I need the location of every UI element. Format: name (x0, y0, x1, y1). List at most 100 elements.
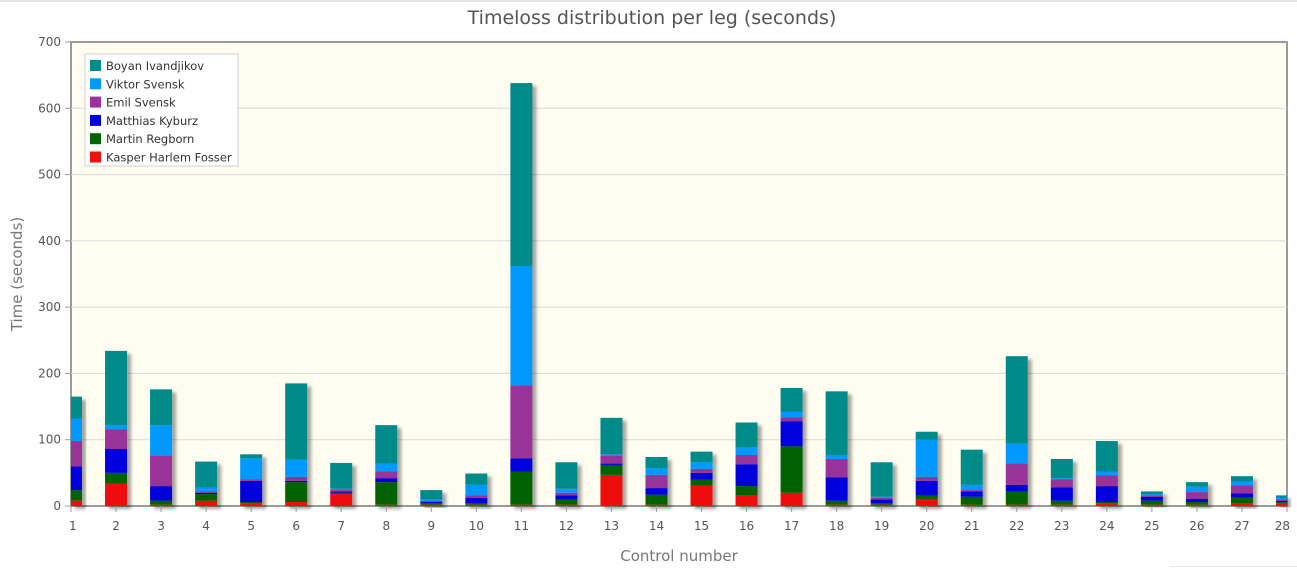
bar-segment (420, 503, 443, 505)
bar-segment (555, 462, 578, 489)
bar-segment (735, 486, 758, 496)
bar-segment (1095, 475, 1118, 487)
bar-segment (870, 498, 893, 500)
bar-stack-26 (1185, 482, 1208, 506)
bar-segment (1050, 478, 1073, 480)
bar-segment (870, 496, 893, 499)
bar-segment (1230, 503, 1253, 506)
bar-segment (1276, 498, 1287, 500)
bar-segment (240, 502, 263, 504)
bar-segment (375, 482, 398, 505)
bar-segment (195, 461, 218, 488)
legend-swatch (90, 151, 101, 163)
bar-segment (1050, 504, 1073, 506)
y-tick-label: 500 (38, 168, 61, 182)
bar-stack-16 (735, 422, 758, 506)
bar-segment (735, 464, 758, 487)
bar-segment (510, 504, 533, 506)
bar-segment (735, 447, 758, 455)
bottom-divider (1170, 566, 1297, 567)
bar-segment (1095, 502, 1118, 504)
bar-stack-4 (195, 461, 218, 506)
bar-stack-25 (1140, 491, 1163, 506)
bar-segment (870, 503, 893, 505)
bar-segment (690, 468, 713, 473)
bar-segment (780, 446, 803, 493)
bar-segment (960, 504, 983, 506)
bar-segment (915, 431, 938, 440)
bar-segment (1185, 504, 1208, 506)
x-tick-label: 15 (694, 519, 709, 533)
bar-segment (1140, 500, 1163, 505)
bar-segment (1005, 491, 1028, 505)
legend-box (84, 53, 239, 167)
bar-segment (105, 472, 128, 484)
bar-segment (600, 455, 623, 464)
bar-stack-17 (780, 388, 803, 506)
x-tick-label: 8 (382, 519, 390, 533)
bar-segment (150, 486, 173, 501)
bar-segment (555, 504, 578, 506)
bar-segment (690, 485, 713, 506)
bar-segment (1095, 503, 1118, 506)
bar-segment (645, 468, 668, 475)
bar-segment (825, 500, 848, 505)
legend-swatch (90, 114, 101, 126)
bar-segment (1005, 356, 1028, 444)
bar-segment (1276, 502, 1287, 504)
bar-segment (915, 480, 938, 496)
x-tick-label: 17 (784, 519, 799, 533)
bar-stack-3 (150, 389, 173, 506)
plot-area (70, 41, 1288, 507)
bar-stack-24 (1095, 441, 1118, 506)
bar-segment (420, 502, 443, 504)
y-tick-label: 100 (38, 433, 61, 447)
x-tick-label: 27 (1234, 519, 1249, 533)
bar-segment (960, 449, 983, 485)
bar-segment (285, 476, 308, 481)
bar-segment (1050, 458, 1073, 479)
bar-segment (1095, 486, 1118, 503)
x-tick-label: 12 (559, 519, 574, 533)
bar-segment (240, 458, 263, 480)
bar-segment (420, 504, 443, 506)
bar-segment (825, 504, 848, 506)
bar-segment (735, 422, 758, 448)
bar-segment (465, 504, 488, 506)
bar-segment (960, 491, 983, 497)
bar-segment (735, 495, 758, 506)
x-axis-ticks: 1 2 3 4 5 6 7 8 9 10 11 12 13 14 15 16 17 18 19 20 21 22 23 24 2… (69, 506, 1290, 533)
bar-segment (825, 391, 848, 455)
bar-segment (240, 480, 263, 503)
bar-segment (870, 462, 893, 497)
bar-segment (1185, 486, 1208, 493)
bar-segment (1005, 484, 1028, 492)
bar-segment (1185, 502, 1208, 505)
bar-segment (915, 499, 938, 506)
bar-segment (780, 421, 803, 447)
x-tick-label: 1 (69, 519, 77, 533)
y-tick-label: 700 (38, 35, 61, 49)
bar-segment (510, 471, 533, 505)
bar-segment (150, 455, 173, 487)
bar-segment (915, 439, 938, 477)
bar-segment (71, 500, 82, 506)
bar-stack-11 (510, 83, 533, 506)
bar-segment (195, 491, 218, 493)
bar-segment (1276, 495, 1287, 499)
bar-segment (690, 472, 713, 480)
bar-segment (105, 483, 128, 506)
bar-segment (285, 383, 308, 460)
bar-stack-27 (1230, 476, 1253, 506)
bar-segment (105, 448, 128, 473)
bar-segment (330, 490, 353, 492)
x-tick-label: 6 (292, 519, 300, 533)
bar-segment (510, 266, 533, 386)
y-tick-label: 200 (38, 366, 61, 380)
bar-segment (825, 458, 848, 478)
bar-segment (195, 492, 218, 495)
x-tick-label: 26 (1189, 519, 1204, 533)
bar-segment (375, 504, 398, 506)
bar-stack-18 (825, 391, 848, 506)
